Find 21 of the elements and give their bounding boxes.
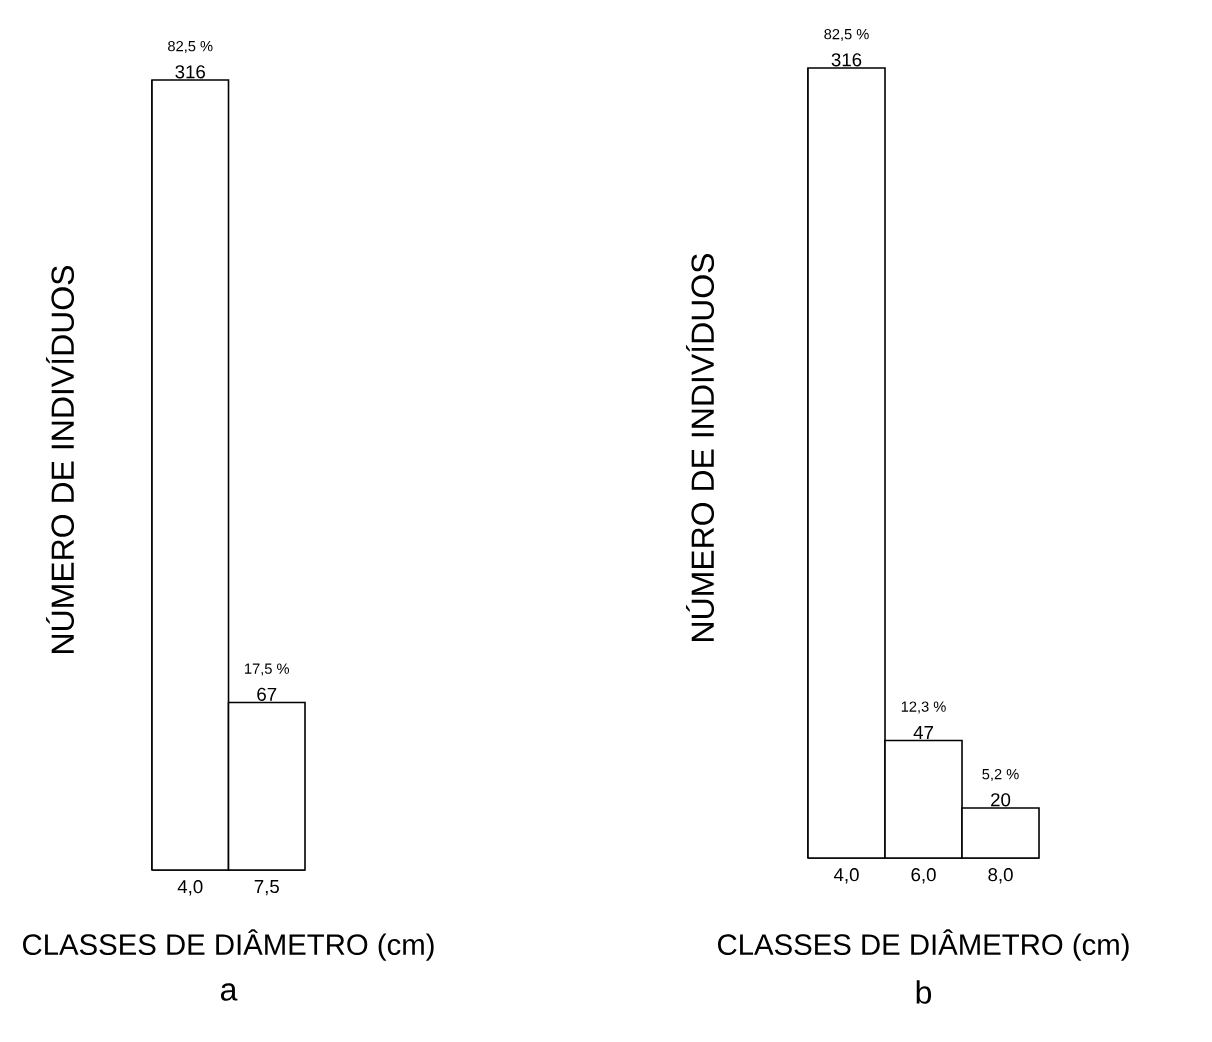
y-axis-title: NÚMERO DE INDIVÍDUOS xyxy=(685,253,715,641)
data-label: 20 xyxy=(991,793,1011,807)
data-label: 67 xyxy=(257,687,277,701)
data-label: 316 xyxy=(175,65,205,79)
annotation: 17,5 % xyxy=(245,663,290,676)
x-tick-label: 8,0 xyxy=(988,868,1013,884)
data-label: 316 xyxy=(831,53,862,67)
text: a xyxy=(220,983,238,1001)
x-axis-title: CLASSES DE DIÂMETRO (cm) xyxy=(718,929,1129,961)
x-tick-label: 6,0 xyxy=(911,868,936,884)
x-axis-title: CLASSES DE DIÂMETRO (cm) xyxy=(23,929,434,961)
annotation: 5,2 % xyxy=(982,768,1019,782)
annotation: 82,5 % xyxy=(824,28,869,42)
text: b xyxy=(916,980,932,1004)
annotation: 12,3 % xyxy=(901,701,946,714)
annotation: 82,5 % xyxy=(168,40,213,54)
x-tick-label: 4,0 xyxy=(177,880,203,896)
y-axis-title: NÚMERO DE INDIVÍDUOS xyxy=(45,265,75,653)
x-tick-label: 7,5 xyxy=(254,880,279,896)
x-tick-label: 4,0 xyxy=(833,868,859,884)
data-label: 47 xyxy=(913,726,933,739)
